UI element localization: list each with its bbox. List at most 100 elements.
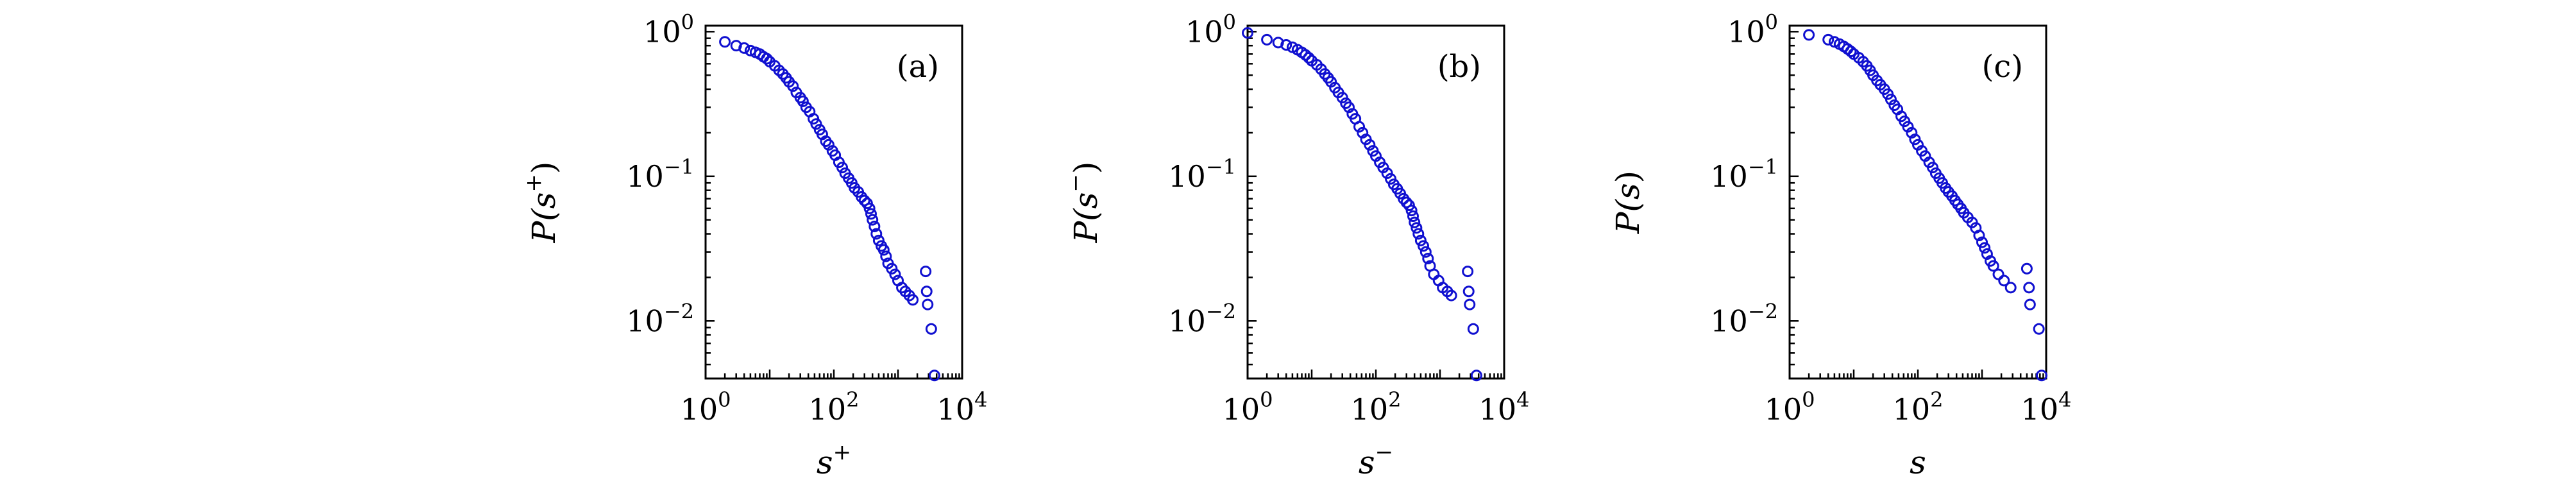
data-point: [2035, 370, 2047, 382]
data-point: [858, 194, 870, 207]
x-tick-label: 104: [2021, 387, 2072, 427]
data-point: [1987, 260, 1999, 272]
data-point: [1885, 93, 1897, 105]
data-point: [870, 228, 883, 240]
data-point: [2033, 323, 2045, 335]
data-point: [1973, 230, 1985, 242]
data-point: [2021, 262, 2033, 275]
x-tick-label: 102: [1351, 387, 1402, 427]
y-tick-label: 10−1: [1710, 155, 1778, 194]
data-point: [2023, 282, 2035, 294]
data-point: [1409, 216, 1421, 228]
data-point: [1979, 242, 1991, 254]
data-point: [797, 95, 809, 107]
data-point: [877, 244, 890, 256]
y-tick-label: 100: [643, 10, 694, 49]
data-point: [1462, 285, 1475, 298]
data-point: [867, 214, 879, 226]
data-point: [920, 266, 932, 278]
data-point: [922, 298, 934, 311]
data-point: [907, 294, 919, 306]
data-point: [1470, 370, 1482, 382]
data-point: [1419, 246, 1432, 258]
data-point: [1464, 298, 1476, 311]
panel-c: 100 102 104 100 10−1 10−2 s P(s) (c): [1609, 10, 2071, 481]
data-point: [1357, 126, 1369, 139]
data-point: [1445, 289, 1457, 302]
x-tick-label: 104: [1479, 387, 1530, 427]
y-tick-label: 10−1: [626, 155, 694, 194]
x-axis-label: s: [1910, 444, 1926, 481]
data-point: [920, 285, 933, 298]
data-point: [1462, 266, 1474, 278]
data-point: [928, 370, 940, 382]
data-point: [1422, 253, 1434, 265]
x-tick-label: 104: [937, 387, 988, 427]
data-point: [1261, 33, 1273, 46]
data-point: [1353, 121, 1366, 133]
y-tick-label: 100: [1185, 10, 1236, 49]
y-axis-label: P(s−): [1063, 162, 1105, 244]
data-point: [761, 53, 773, 65]
data-point: [1405, 205, 1418, 217]
panel-label: (a): [897, 49, 939, 85]
data-point: [1927, 162, 1939, 174]
data-point: [1280, 38, 1292, 51]
panel-b: 100 102 104 100 10−1 10−2 s− P(s−) (b): [1063, 10, 1529, 481]
data-point: [1998, 275, 2010, 287]
y-tick-label: 10−2: [1168, 299, 1236, 338]
data-point: [889, 268, 901, 280]
x-tick-label: 100: [681, 387, 731, 427]
y-tick-label: 10−2: [626, 299, 694, 338]
data-point: [1845, 46, 1857, 58]
y-axis-label: P(s+): [521, 162, 563, 244]
data-point: [1411, 222, 1423, 234]
x-tick-label: 100: [1223, 387, 1273, 427]
x-tick-label: 100: [1765, 387, 1815, 427]
data-point: [719, 36, 731, 48]
data-point: [1364, 139, 1376, 151]
panel-label: (b): [1437, 49, 1481, 85]
data-point: [1242, 27, 1253, 39]
data-point: [880, 250, 892, 262]
panel-label: (c): [1982, 49, 2023, 85]
data-point: [1300, 49, 1312, 61]
x-tick-label: 102: [809, 387, 860, 427]
data-point: [1407, 210, 1419, 222]
data-point: [869, 220, 881, 232]
data-point: [863, 202, 876, 214]
data-point: [1418, 240, 1430, 252]
data-point: [836, 162, 849, 174]
x-tick-label: 102: [1893, 387, 1944, 427]
panel-a: 100 102 104 100 10−1 10−2 s+ P(s+) (a): [521, 10, 987, 481]
data-point: [1906, 126, 1918, 139]
data-point: [1303, 52, 1315, 64]
data-point: [1992, 268, 2004, 280]
data-point: [1976, 236, 1988, 248]
data-point: [1803, 29, 1815, 41]
data-point: [738, 42, 750, 54]
data-point: [1414, 234, 1427, 246]
y-axis-label: P(s): [1609, 171, 1647, 234]
x-axis-label: s−: [1359, 439, 1393, 481]
x-axis-label: s+: [817, 439, 851, 481]
data-point: [810, 118, 822, 130]
y-tick-label: 100: [1727, 10, 1778, 49]
data-point: [2004, 282, 2017, 294]
data-point: [865, 208, 877, 220]
data-point: [787, 80, 799, 92]
y-tick-label: 10−2: [1710, 299, 1778, 338]
data-point: [1381, 167, 1393, 180]
data-point: [1400, 196, 1412, 208]
data-point: [2024, 298, 2036, 311]
data-point: [886, 262, 898, 275]
data-point: [1336, 92, 1348, 104]
y-tick-label: 10−1: [1168, 155, 1236, 194]
data-point: [1467, 323, 1479, 335]
data-point: [1909, 133, 1921, 146]
data-point: [1822, 33, 1835, 46]
data-point: [925, 323, 937, 335]
data-point: [872, 234, 885, 246]
data-point: [1412, 228, 1425, 240]
